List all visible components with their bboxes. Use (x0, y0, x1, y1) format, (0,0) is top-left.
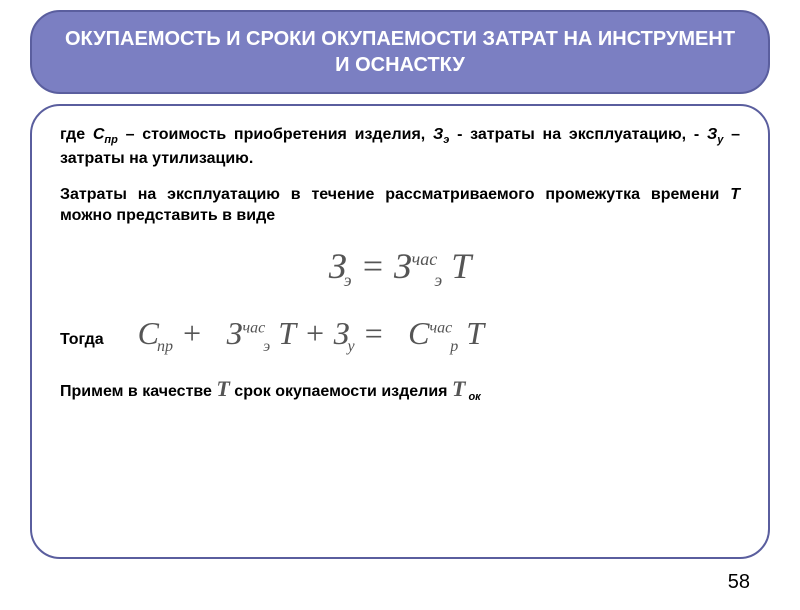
formula-1: Зэ = Зчасэ Т (60, 245, 740, 291)
content-box: где Спр – стоимость приобретения изделия… (30, 104, 770, 559)
formula-2: Спр + Зчасэ Т + Зу = Счаср Т (138, 315, 484, 356)
paragraph-intro-formula: Затраты на эксплуатацию в течение рассма… (60, 184, 740, 227)
then-label: Тогда (60, 331, 104, 349)
paragraph-definitions: где Спр – стоимость приобретения изделия… (60, 124, 740, 170)
paragraph-conclusion: Примем в качестве Т срок окупаемости изд… (60, 374, 740, 405)
page-number: 58 (728, 571, 750, 594)
slide-header: ОКУПАЕМОСТЬ И СРОКИ ОКУПАЕМОСТИ ЗАТРАТ Н… (30, 10, 770, 94)
formula-2-row: Тогда Спр + Зчасэ Т + Зу = Счаср Т (60, 315, 740, 356)
slide-title: ОКУПАЕМОСТЬ И СРОКИ ОКУПАЕМОСТИ ЗАТРАТ Н… (62, 26, 738, 78)
